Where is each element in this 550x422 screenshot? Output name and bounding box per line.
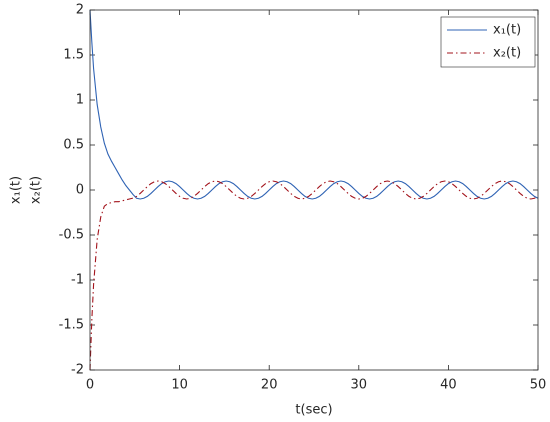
- x-axis-label: t(sec): [295, 403, 332, 418]
- x-tick-label: 50: [530, 378, 547, 393]
- legend-label: x₁(t): [493, 23, 521, 38]
- y-axis-label: x₁(t): [9, 176, 24, 204]
- x-tick-label: 10: [171, 378, 188, 393]
- y-tick-label: 0.5: [63, 138, 84, 153]
- x-tick-label: 0: [86, 378, 94, 393]
- x-tick-label: 30: [351, 378, 368, 393]
- x-tick-label: 20: [261, 378, 278, 393]
- legend-box: [440, 16, 536, 68]
- legend-label: x₂(t): [493, 46, 521, 61]
- y-tick-label: 2: [76, 3, 84, 18]
- y-tick-label: -0.5: [59, 228, 84, 243]
- y-axis-label: x₂(t): [29, 176, 44, 204]
- data-line: [89, 9, 539, 200]
- data-line: [89, 180, 539, 371]
- y-tick-label: -1: [71, 273, 84, 288]
- y-tick-label: 1.5: [63, 48, 84, 63]
- y-tick-label: -1.5: [59, 318, 84, 333]
- y-tick-label: 1: [76, 93, 84, 108]
- x-tick-label: 40: [440, 378, 457, 393]
- y-tick-label: -2: [71, 363, 84, 378]
- y-tick-label: 0: [76, 183, 84, 198]
- plot-frame: [89, 9, 539, 371]
